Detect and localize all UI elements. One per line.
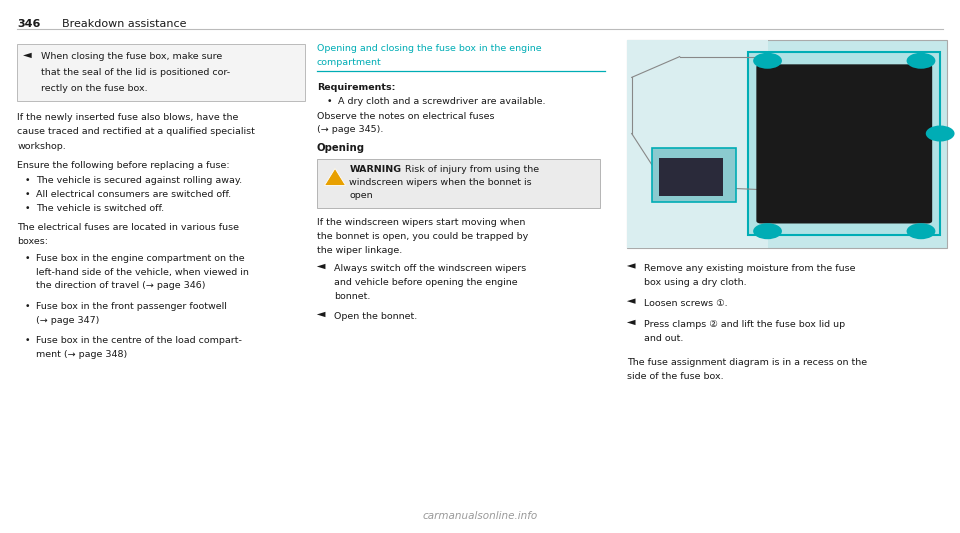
Text: the bonnet is open, you could be trapped by: the bonnet is open, you could be trapped…	[317, 232, 528, 241]
Text: left-hand side of the vehicle, when viewed in: left-hand side of the vehicle, when view…	[36, 268, 250, 277]
Text: side of the fuse box.: side of the fuse box.	[627, 372, 724, 381]
Text: workshop.: workshop.	[17, 142, 66, 151]
Text: •: •	[326, 97, 332, 106]
Text: 1: 1	[919, 227, 924, 236]
Circle shape	[925, 125, 954, 142]
FancyBboxPatch shape	[317, 159, 600, 208]
Text: All electrical consumers are switched off.: All electrical consumers are switched of…	[36, 190, 231, 199]
Text: The fuse assignment diagram is in a recess on the: The fuse assignment diagram is in a rece…	[627, 358, 867, 367]
Polygon shape	[627, 263, 636, 269]
Polygon shape	[324, 168, 346, 185]
FancyBboxPatch shape	[749, 52, 940, 236]
FancyBboxPatch shape	[627, 40, 768, 248]
Text: open: open	[349, 191, 373, 200]
Text: 2: 2	[765, 227, 770, 236]
FancyBboxPatch shape	[756, 64, 932, 223]
Text: The electrical fuses are located in various fuse: The electrical fuses are located in vari…	[17, 223, 239, 232]
Polygon shape	[627, 320, 636, 325]
Text: 1: 1	[765, 56, 770, 65]
Text: Opening and closing the fuse box in the engine: Opening and closing the fuse box in the …	[317, 44, 541, 53]
Text: and out.: and out.	[644, 334, 684, 343]
Text: Always switch off the windscreen wipers: Always switch off the windscreen wipers	[334, 264, 526, 273]
Text: A dry cloth and a screwdriver are available.: A dry cloth and a screwdriver are availa…	[338, 97, 545, 106]
Text: If the windscreen wipers start moving when: If the windscreen wipers start moving wh…	[317, 218, 525, 227]
Text: •: •	[25, 176, 31, 185]
Text: The vehicle is switched off.: The vehicle is switched off.	[36, 204, 164, 213]
Text: Press clamps ② and lift the fuse box lid up: Press clamps ② and lift the fuse box lid…	[644, 320, 846, 329]
Text: Fuse box in the engine compartment on the: Fuse box in the engine compartment on th…	[36, 254, 245, 263]
Text: Requirements:: Requirements:	[317, 83, 396, 92]
Text: 346: 346	[17, 19, 40, 29]
Text: that the seal of the lid is positioned cor-: that the seal of the lid is positioned c…	[41, 68, 230, 77]
Text: Observe the notes on electrical fuses: Observe the notes on electrical fuses	[317, 112, 494, 121]
Text: 2: 2	[938, 129, 943, 138]
Circle shape	[906, 53, 935, 69]
Text: Loosen screws ①.: Loosen screws ①.	[644, 299, 728, 308]
Text: rectly on the fuse box.: rectly on the fuse box.	[41, 84, 148, 93]
Circle shape	[906, 223, 935, 239]
Text: When closing the fuse box, make sure: When closing the fuse box, make sure	[41, 52, 223, 61]
Text: •: •	[25, 204, 31, 213]
Text: carmanualsonline.info: carmanualsonline.info	[422, 511, 538, 521]
FancyBboxPatch shape	[627, 40, 947, 248]
Circle shape	[754, 223, 782, 239]
Text: Ensure the following before replacing a fuse:: Ensure the following before replacing a …	[17, 161, 229, 171]
Text: The vehicle is secured against rolling away.: The vehicle is secured against rolling a…	[36, 176, 243, 185]
Text: Breakdown assistance: Breakdown assistance	[62, 19, 187, 29]
Text: Risk of injury from using the: Risk of injury from using the	[405, 165, 540, 174]
Text: 2: 2	[919, 56, 924, 65]
Text: and vehicle before opening the engine: and vehicle before opening the engine	[334, 278, 517, 287]
Circle shape	[754, 53, 782, 69]
Text: •: •	[25, 336, 31, 345]
Text: •: •	[25, 254, 31, 263]
Text: cause traced and rectified at a qualified specialist: cause traced and rectified at a qualifie…	[17, 127, 255, 136]
Text: windscreen wipers when the bonnet is: windscreen wipers when the bonnet is	[349, 178, 532, 187]
Text: •: •	[25, 302, 31, 311]
Text: Opening: Opening	[317, 143, 365, 153]
Text: bonnet.: bonnet.	[334, 292, 371, 301]
Polygon shape	[317, 312, 325, 317]
Text: Fuse box in the centre of the load compart-: Fuse box in the centre of the load compa…	[36, 336, 242, 345]
FancyBboxPatch shape	[659, 158, 723, 196]
Text: Remove any existing moisture from the fuse: Remove any existing moisture from the fu…	[644, 264, 855, 273]
FancyBboxPatch shape	[17, 44, 305, 101]
Polygon shape	[317, 264, 325, 269]
Text: (→ page 347): (→ page 347)	[36, 316, 100, 325]
Text: boxes:: boxes:	[17, 237, 48, 246]
Text: Fuse box in the front passenger footwell: Fuse box in the front passenger footwell	[36, 302, 228, 311]
Text: ment (→ page 348): ment (→ page 348)	[36, 350, 128, 359]
Text: If the newly inserted fuse also blows, have the: If the newly inserted fuse also blows, h…	[17, 113, 239, 122]
Text: the direction of travel (→ page 346): the direction of travel (→ page 346)	[36, 281, 206, 290]
Text: !: !	[333, 175, 337, 183]
Text: compartment: compartment	[317, 58, 381, 67]
Text: box using a dry cloth.: box using a dry cloth.	[644, 278, 747, 287]
Polygon shape	[23, 53, 32, 58]
FancyBboxPatch shape	[653, 148, 735, 202]
Text: WARNING: WARNING	[349, 165, 401, 174]
Text: the wiper linkage.: the wiper linkage.	[317, 246, 402, 255]
Text: Open the bonnet.: Open the bonnet.	[334, 312, 418, 321]
Text: (→ page 345).: (→ page 345).	[317, 125, 383, 134]
Text: •: •	[25, 190, 31, 199]
Polygon shape	[627, 298, 636, 304]
